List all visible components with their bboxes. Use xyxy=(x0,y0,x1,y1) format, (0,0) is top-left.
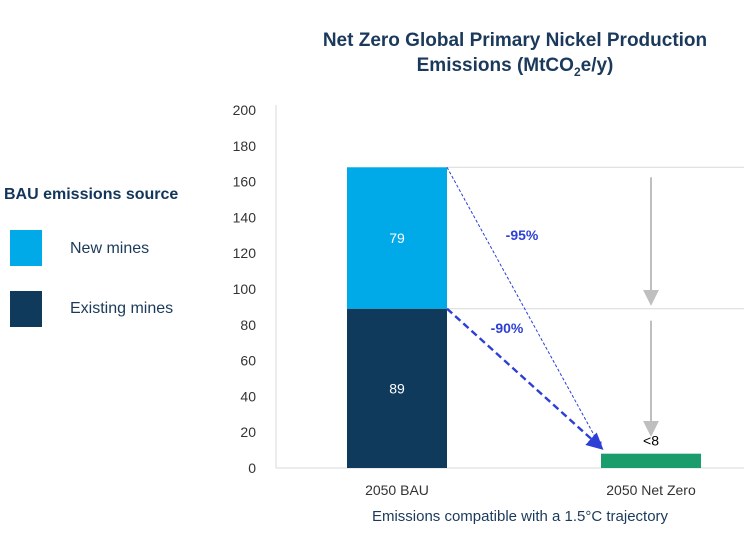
bar-2050-net-zero xyxy=(601,453,701,468)
y-tick-label: 180 xyxy=(233,138,257,154)
y-tick-label: 100 xyxy=(233,281,257,297)
y-tick-label: 160 xyxy=(233,174,257,190)
y-tick-label: 0 xyxy=(248,460,256,476)
y-tick-label: 40 xyxy=(240,388,256,404)
data-label: 79 xyxy=(389,230,405,246)
x-axis-label: Emissions compatible with a 1.5°C trajec… xyxy=(371,508,669,525)
legend-label-new-mines: New mines xyxy=(70,240,150,257)
title-line2-prefix: Emissions (MtCO xyxy=(416,55,574,76)
legend-swatch-new-mines xyxy=(10,230,42,266)
y-tick-label: 60 xyxy=(240,353,256,369)
reduction-annotation: -90% xyxy=(491,320,524,336)
y-tick-label: 120 xyxy=(233,245,257,261)
legend-swatch-existing-mines xyxy=(10,291,42,327)
reduction-annotation: -95% xyxy=(506,227,539,243)
title-line2-suffix: e/y) xyxy=(580,55,614,76)
y-tick-label: 140 xyxy=(233,209,257,225)
legend-label-existing-mines: Existing mines xyxy=(70,300,174,317)
chart-title: Net Zero Global Primary Nickel Productio… xyxy=(290,28,740,85)
reduction-arrow-existing xyxy=(446,307,604,450)
bar-new-mines xyxy=(347,167,447,309)
legend-title: BAU emissions source xyxy=(4,186,179,203)
chart-title-line2: Emissions (MtCO2e/y) xyxy=(290,53,740,85)
chart-title-line1: Net Zero Global Primary Nickel Productio… xyxy=(322,30,708,51)
data-label: 89 xyxy=(389,380,405,396)
x-tick-label: 2050 Net Zero xyxy=(606,482,696,498)
title-subscript: 2 xyxy=(573,64,581,79)
bar-existing-mines xyxy=(347,308,447,468)
x-tick-label: 2050 BAU xyxy=(365,482,429,498)
y-tick-label: 200 xyxy=(233,102,257,118)
reduction-arrow-total xyxy=(446,167,602,449)
y-tick-label: 20 xyxy=(240,424,256,440)
y-tick-label: 80 xyxy=(240,317,256,333)
data-label: <8 xyxy=(643,433,659,449)
